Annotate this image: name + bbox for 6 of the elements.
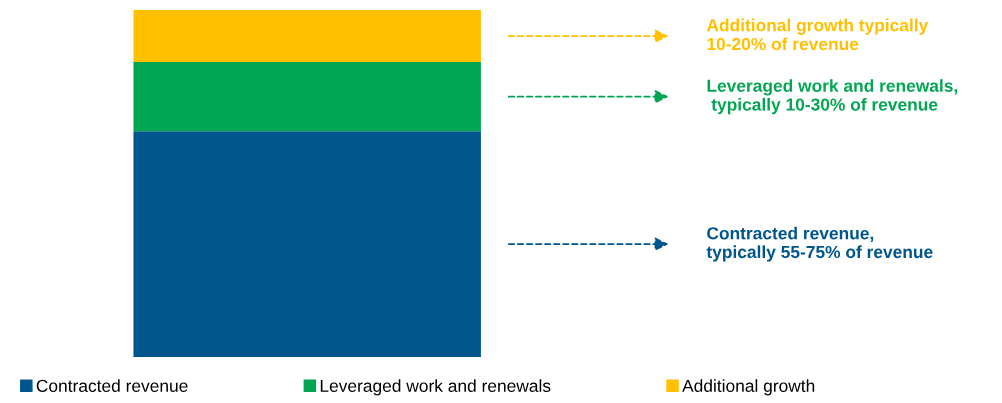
text: Additional growth typically 10-20% of revenue — [706, 18, 929, 51]
legend-label: Contracted revenue — [36, 379, 188, 392]
legend-label: Additional growth — [682, 379, 815, 396]
legend-label: Leveraged work and renewals — [320, 379, 551, 396]
text: Leveraged work and renewals, typically 10-30% of revenue — [707, 79, 958, 115]
text: Contracted revenue, typically 55-75% of revenue — [706, 226, 933, 262]
